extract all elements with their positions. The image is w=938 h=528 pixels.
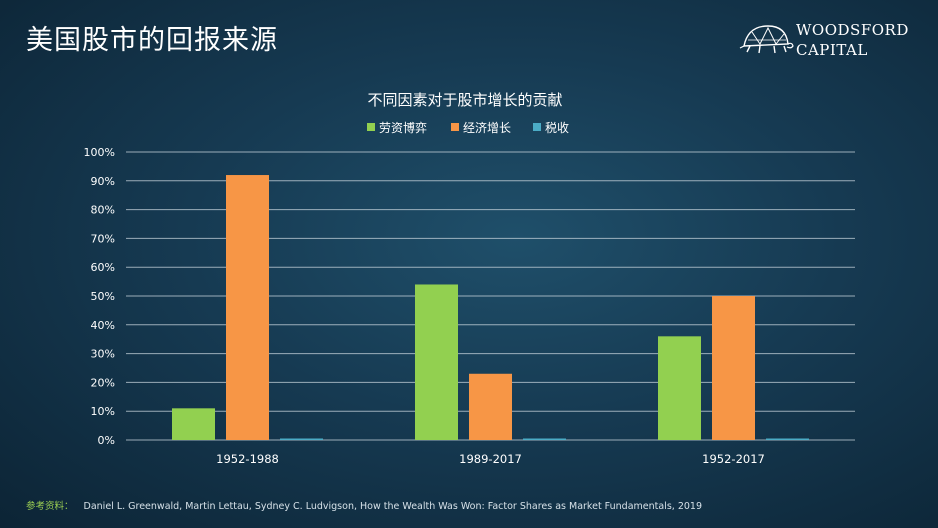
bar — [469, 373, 512, 440]
y-tick-label: 70% — [91, 232, 115, 245]
x-tick-label: 1952-2017 — [702, 452, 765, 466]
bar — [226, 175, 269, 441]
bar — [172, 408, 215, 440]
y-tick-label: 40% — [91, 319, 115, 332]
y-tick-label: 60% — [91, 261, 115, 274]
logo-line-1: WOODSFORD — [796, 21, 909, 39]
legend-swatch — [367, 123, 375, 131]
legend-label: 劳资博弈 — [379, 120, 427, 135]
legend-label: 经济增长 — [463, 120, 511, 135]
bar — [766, 438, 809, 440]
y-tick-label: 50% — [91, 290, 115, 303]
bar — [658, 336, 701, 440]
x-tick-label: 1952-1988 — [216, 452, 279, 466]
bar — [523, 438, 566, 440]
slide-title: 美国股市的回报来源 — [26, 25, 278, 56]
legend-swatch — [451, 123, 459, 131]
legend-label: 税收 — [545, 121, 569, 135]
turtle-logo-icon — [739, 25, 794, 54]
x-tick-label: 1989-2017 — [459, 452, 522, 466]
y-tick-label: 0% — [98, 434, 115, 447]
y-tick-label: 10% — [91, 405, 115, 418]
y-tick-label: 80% — [91, 204, 115, 217]
footer: 参考资料： Daniel L. Greenwald, Martin Lettau,… — [26, 498, 702, 512]
bar — [280, 438, 323, 440]
y-tick-label: 20% — [91, 376, 115, 389]
logo: WOODSFORD CAPITAL — [738, 14, 923, 64]
logo-line-2: CAPITAL — [796, 41, 868, 59]
legend-swatch — [533, 123, 541, 131]
y-tick-label: 30% — [91, 348, 115, 361]
footer-citation: Daniel L. Greenwald, Martin Lettau, Sydn… — [83, 501, 702, 512]
y-tick-label: 100% — [84, 146, 115, 159]
bar — [415, 284, 458, 440]
footer-label: 参考资料： — [26, 501, 74, 512]
bar — [712, 296, 755, 440]
chart-title: 不同因素对于股市增长的贡献 — [367, 91, 562, 109]
y-tick-label: 90% — [91, 175, 115, 188]
